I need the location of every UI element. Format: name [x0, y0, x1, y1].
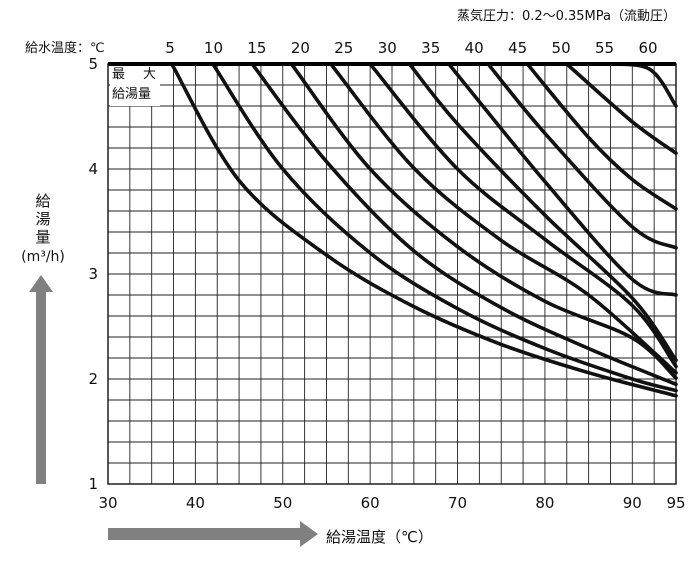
y-axis-label-char: 量: [35, 228, 51, 246]
y-tick-label: 3: [88, 265, 98, 283]
y-axis-label-char: 給: [35, 192, 51, 210]
y-tick-label: 2: [88, 370, 98, 388]
arrows: [29, 275, 318, 547]
curve-feedwater-15: [250, 62, 678, 387]
top-tick-label: 20: [291, 39, 310, 57]
curve-feedwater-35: [407, 62, 678, 362]
top-tick-label: 10: [204, 39, 223, 57]
curve-feedwater-45: [486, 62, 678, 250]
y-axis-label: 給 湯 量 (m³/h): [14, 192, 72, 266]
top-tick-label: 40: [465, 39, 484, 57]
curves: [170, 62, 678, 398]
curve-feedwater-50: [525, 62, 678, 211]
max-label-box: [110, 66, 160, 106]
frame: [107, 62, 677, 485]
top-tick-label: 30: [378, 39, 397, 57]
max-label-line2: 給湯量: [112, 87, 151, 102]
top-tick-label: 50: [552, 39, 571, 57]
curve-feedwater-25: [329, 62, 678, 375]
curve-feedwater-40: [447, 62, 678, 297]
x-tick-label: 90: [623, 494, 642, 512]
x-tick-label: 50: [273, 494, 292, 512]
x-tick-label: 40: [186, 494, 205, 512]
y-axis-arrow-icon: [29, 275, 53, 484]
curve-feedwater-55: [565, 62, 678, 155]
curve-feedwater-10: [211, 62, 678, 393]
x-axis-arrow-icon: [108, 521, 318, 547]
x-tick-label: 60: [361, 494, 380, 512]
top-tick-label: 60: [638, 39, 657, 57]
top-tick-label: 5: [165, 39, 175, 57]
y-tick-label: 1: [88, 475, 98, 493]
max-label-line1: 最 大: [112, 67, 156, 82]
x-tick-label: 70: [448, 494, 467, 512]
y-tick-label: 4: [88, 160, 98, 178]
curve-feedwater-5: [170, 62, 678, 398]
top-axis-label: 給水温度：℃: [25, 40, 105, 56]
top-tick-label: 55: [595, 39, 614, 57]
x-tick-label: 80: [535, 494, 554, 512]
chart-title: 蒸気圧力：0.2〜0.35MPa（流動圧）: [457, 8, 676, 24]
top-tick-label: 25: [334, 39, 353, 57]
top-tick-label: 45: [508, 39, 527, 57]
y-axis-unit: (m³/h): [21, 249, 65, 265]
x-axis-label: 給湯温度（℃）: [326, 528, 433, 546]
top-tick-label: 15: [247, 39, 266, 57]
y-tick-label: 5: [88, 55, 98, 73]
grid: [107, 63, 677, 485]
x-tick-label: 95: [666, 494, 685, 512]
curve-feedwater-30: [368, 62, 678, 369]
labels: 蒸気圧力：0.2〜0.35MPa（流動圧） 給水温度：℃ 最 大 給湯量 給湯温…: [25, 8, 686, 546]
y-axis-label-char: 湯: [35, 210, 51, 228]
top-tick-label: 35: [421, 39, 440, 57]
curve-feedwater-20: [289, 62, 678, 380]
x-tick-label: 30: [98, 494, 117, 512]
